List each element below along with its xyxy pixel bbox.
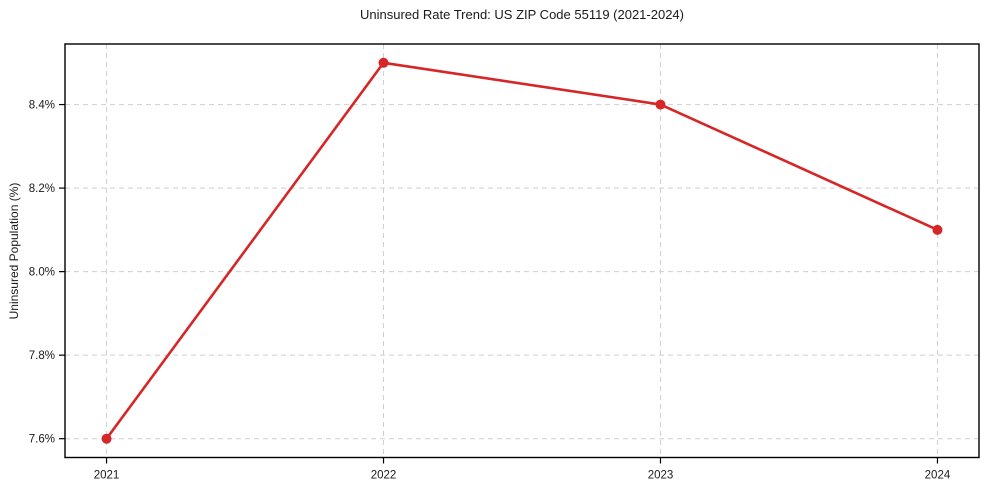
- data-point-2021: [101, 433, 112, 444]
- chart-title: Uninsured Rate Trend: US ZIP Code 55119 …: [360, 7, 684, 22]
- x-tick-label: 2024: [925, 470, 951, 482]
- x-tick-label: 2021: [94, 470, 120, 482]
- data-point-2023: [655, 99, 666, 110]
- y-tick-label: 8.0%: [29, 267, 55, 279]
- data-point-2022: [378, 57, 389, 68]
- y-axis-label: Uninsured Population (%): [7, 182, 21, 320]
- y-tick-label: 8.4%: [29, 100, 55, 112]
- y-tick-label: 8.2%: [29, 183, 55, 195]
- x-tick-label: 2023: [648, 470, 674, 482]
- trend-line: [105, 61, 939, 441]
- x-tick-label: 2022: [371, 470, 397, 482]
- axes-border: [64, 43, 980, 459]
- data-point-2024: [932, 224, 943, 235]
- y-tick-label: 7.6%: [29, 434, 55, 446]
- y-tick-label: 7.8%: [29, 350, 55, 362]
